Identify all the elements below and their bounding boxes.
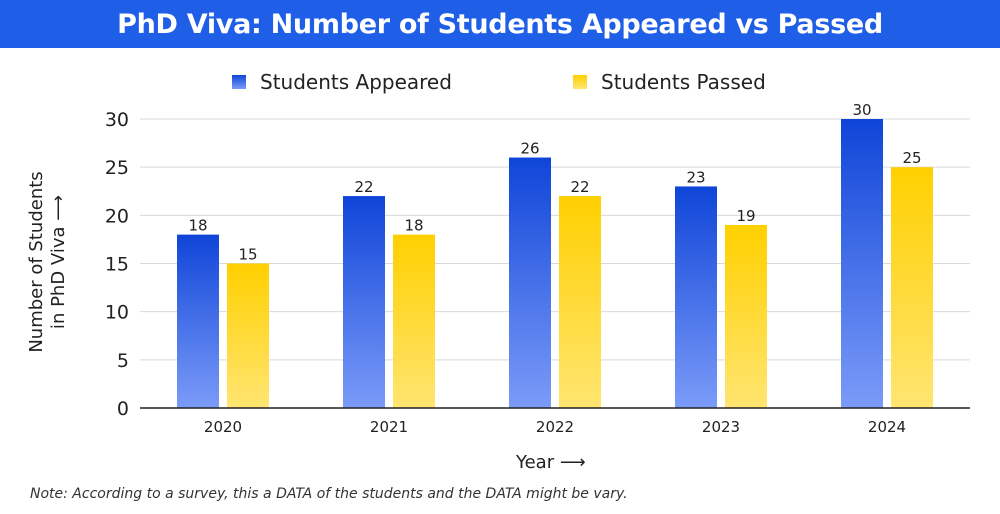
data-label: 19 bbox=[736, 207, 755, 225]
data-label: 25 bbox=[902, 149, 921, 167]
title-bar: PhD Viva: Number of Students Appeared vs… bbox=[0, 0, 1000, 48]
bar-appeared-2023 bbox=[675, 186, 717, 408]
legend-label-passed: Students Passed bbox=[601, 70, 766, 94]
bar-passed-2022 bbox=[559, 196, 601, 408]
y-axis-title-line-1: Number of Students bbox=[26, 171, 47, 353]
data-label: 22 bbox=[570, 178, 589, 196]
y-tick-label: 25 bbox=[105, 157, 129, 179]
chart-title: PhD Viva: Number of Students Appeared vs… bbox=[117, 8, 883, 40]
bar-appeared-2020 bbox=[177, 234, 219, 408]
arrow-right-icon: ⟶ bbox=[559, 452, 586, 473]
x-tick-label: 2022 bbox=[536, 418, 574, 436]
bar-passed-2021 bbox=[393, 234, 435, 408]
footnote: Note: According to a survey, this a DATA… bbox=[30, 486, 628, 502]
legend: Students Appeared Students Passed bbox=[0, 70, 1000, 96]
y-tick-label: 15 bbox=[105, 254, 129, 276]
legend-label-appeared: Students Appeared bbox=[260, 70, 452, 94]
x-axis-title: Year ⟶ bbox=[516, 452, 586, 473]
x-tick-label: 2020 bbox=[204, 418, 242, 436]
legend-item-passed: Students Passed bbox=[573, 70, 766, 94]
data-label: 23 bbox=[686, 168, 705, 186]
x-tick-label: 2023 bbox=[702, 418, 740, 436]
data-label: 22 bbox=[354, 178, 373, 196]
y-tick-label: 0 bbox=[117, 398, 129, 420]
data-label: 30 bbox=[852, 101, 871, 119]
x-tick-label: 2024 bbox=[868, 418, 906, 436]
bar-appeared-2021 bbox=[343, 196, 385, 408]
x-tick-label: 2021 bbox=[370, 418, 408, 436]
data-label: 18 bbox=[404, 217, 423, 235]
bar-passed-2023 bbox=[725, 224, 767, 408]
data-label: 26 bbox=[520, 140, 539, 158]
legend-item-appeared: Students Appeared bbox=[232, 70, 452, 94]
bar-appeared-2022 bbox=[509, 157, 551, 408]
data-label: 15 bbox=[238, 246, 257, 264]
bar-appeared-2024 bbox=[841, 119, 883, 408]
legend-swatch-passed bbox=[573, 75, 587, 89]
y-axis-title-line-2-text: in PhD Viva bbox=[48, 226, 69, 330]
arrow-up-icon: ⟶ bbox=[48, 194, 69, 221]
x-axis-title-text: Year bbox=[516, 452, 555, 473]
y-axis-title-line-2: in PhD Viva ⟶ bbox=[48, 171, 70, 352]
y-tick-label: 5 bbox=[117, 350, 129, 372]
y-tick-label: 10 bbox=[105, 302, 129, 324]
y-tick-label: 30 bbox=[105, 109, 129, 131]
bar-passed-2020 bbox=[227, 263, 269, 408]
y-axis-title: Number of Students in PhD Viva ⟶ bbox=[26, 171, 70, 352]
bar-passed-2024 bbox=[891, 167, 933, 408]
data-label: 18 bbox=[188, 217, 207, 235]
legend-swatch-appeared bbox=[232, 75, 246, 89]
y-tick-label: 20 bbox=[105, 205, 129, 227]
